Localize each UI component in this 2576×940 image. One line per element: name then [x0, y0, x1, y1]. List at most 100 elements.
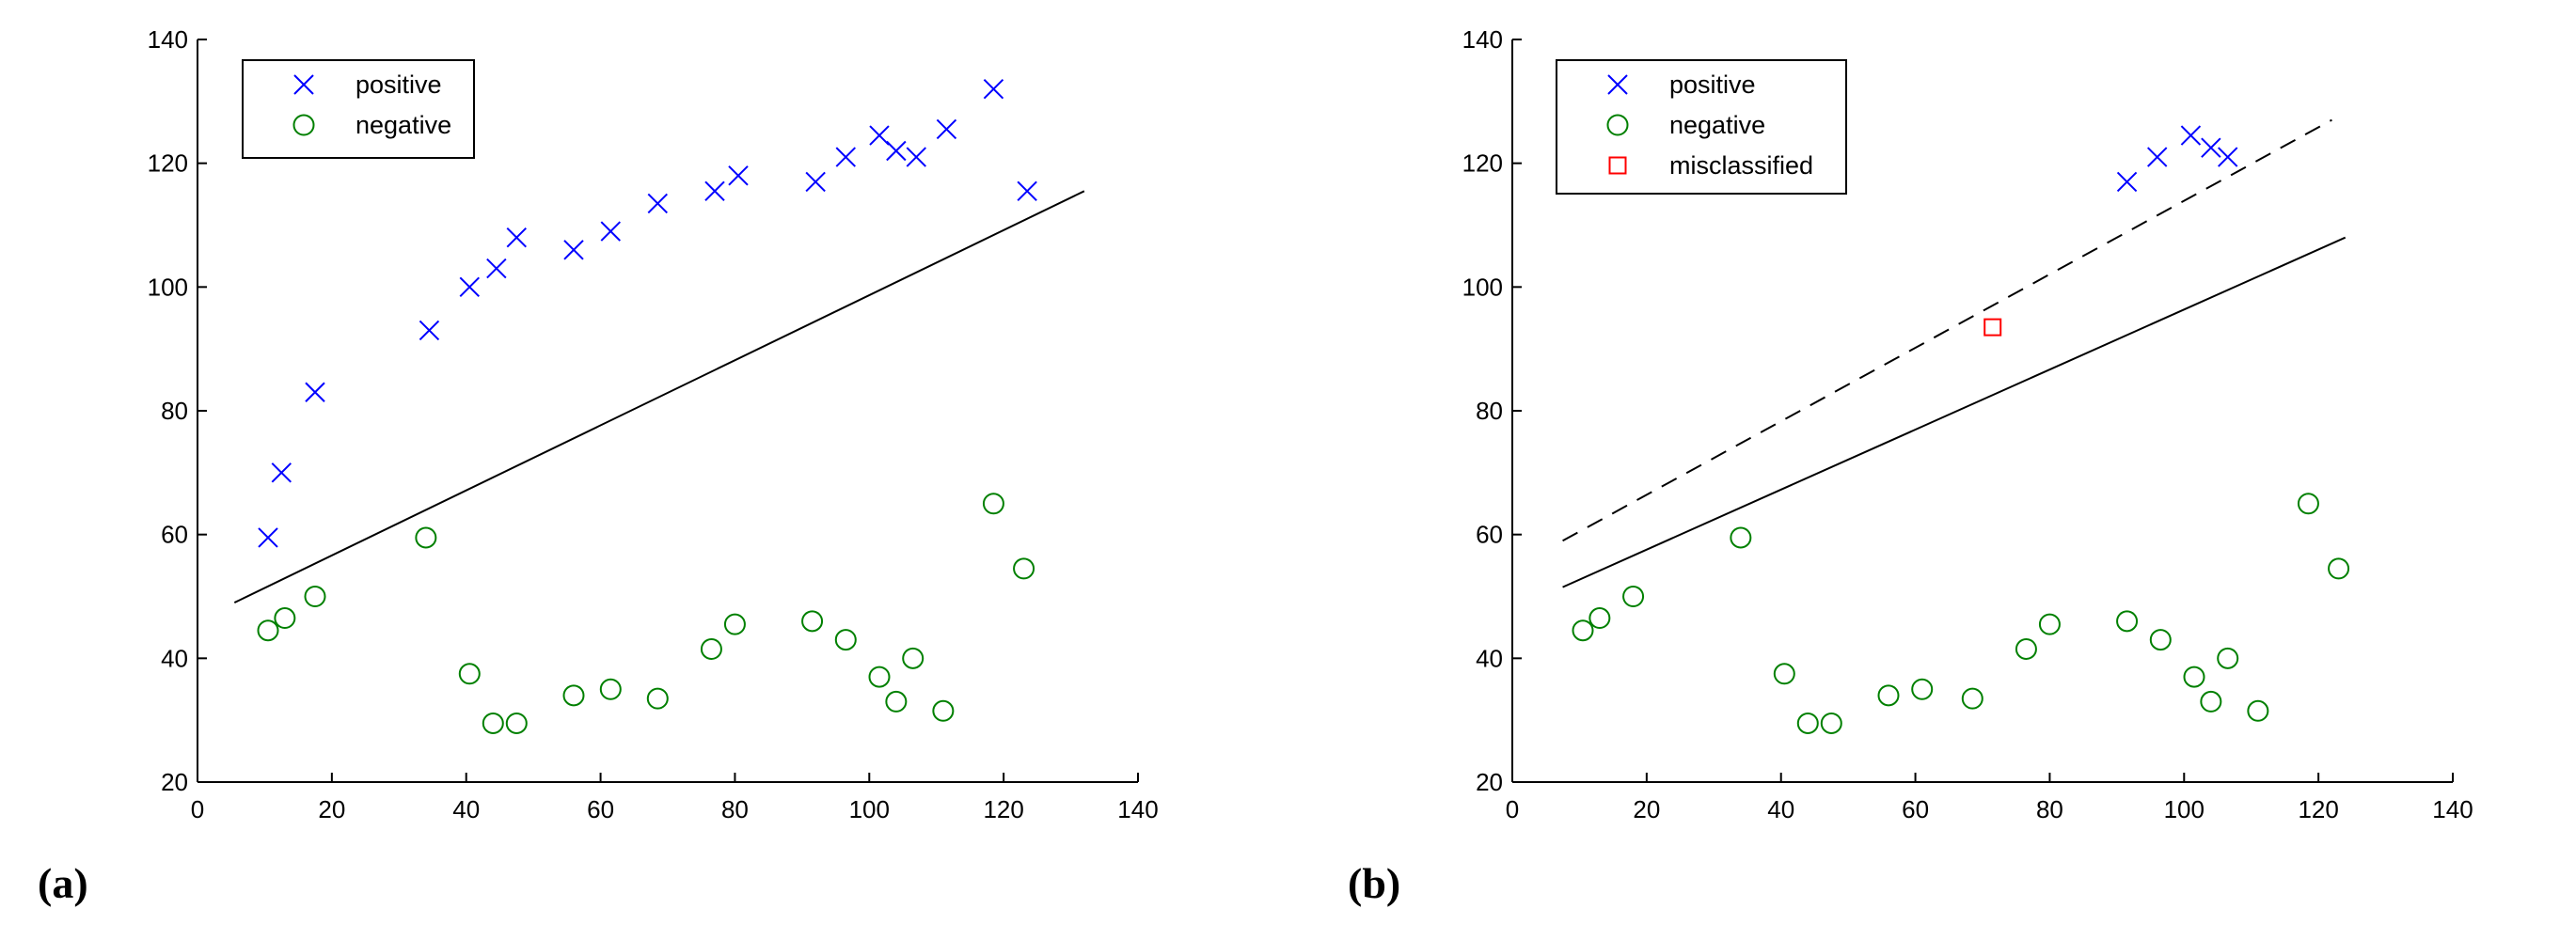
x-tick-label: 60 [587, 795, 614, 823]
legend-box [1556, 59, 1847, 195]
negative-point [2038, 613, 2061, 635]
legend-marker-negative [292, 114, 315, 136]
positive-point [983, 78, 1004, 100]
x-tick-label: 120 [2298, 795, 2338, 823]
x-tick-label: 140 [2432, 795, 2473, 823]
negative-point [257, 619, 279, 642]
negative-point [562, 684, 585, 707]
y-tick-label: 140 [148, 25, 188, 54]
negative-point [885, 690, 908, 713]
y-tick-label: 120 [148, 149, 188, 178]
positive-point [600, 221, 621, 242]
negative-point [700, 637, 722, 660]
positive-point [704, 180, 725, 201]
series-positive [2116, 125, 2238, 193]
series-negative [1572, 493, 2350, 734]
y-tick-label: 60 [1476, 521, 1503, 549]
negative-point [1622, 586, 1645, 607]
negative-point [801, 610, 824, 633]
positive-point [2180, 125, 2202, 146]
legend-marker-positive [293, 74, 314, 95]
x-tick-label: 20 [318, 795, 345, 823]
negative-point [2183, 666, 2205, 688]
x-tick-label: 140 [1117, 795, 1158, 823]
negative-point [2217, 647, 2239, 669]
positive-point [886, 140, 907, 162]
x-tick-label: 100 [2164, 795, 2205, 823]
positive-point [728, 165, 749, 186]
legend-label-negative: negative [356, 111, 451, 139]
panel-label: (a) [38, 859, 88, 907]
y-tick-label: 20 [161, 768, 188, 796]
y-tick-label: 100 [1462, 273, 1503, 301]
negative-point [2116, 610, 2139, 633]
negative-point [1773, 663, 1795, 685]
negative-point [982, 493, 1004, 515]
x-tick-label: 40 [452, 795, 480, 823]
positive-point [835, 147, 856, 167]
negative-point [2200, 690, 2222, 713]
negative-point [1588, 607, 1611, 630]
y-tick-label: 40 [161, 644, 188, 672]
negative-point [274, 607, 296, 630]
panel-a: 0 20 40 60 80 100 120 14020406080100120140posit… [38, 25, 1159, 907]
negative-point [1796, 712, 1819, 734]
negative-point [2015, 637, 2037, 660]
negative-point [1572, 619, 1594, 642]
legend-marker-negative [1606, 114, 1629, 136]
negative-point [932, 699, 955, 722]
y-tick-label: 100 [148, 273, 188, 301]
positive-point [647, 193, 668, 214]
legend-marker-misclassified [1608, 156, 1627, 175]
y-tick-label: 120 [1462, 149, 1503, 178]
positive-point [2147, 147, 2168, 167]
legend-marker-positive [1607, 74, 1628, 95]
negative-point [723, 613, 746, 635]
positive-point [419, 320, 440, 341]
positive-point [271, 462, 292, 483]
negative-point [2149, 629, 2172, 651]
x-tick-label: 120 [983, 795, 1023, 823]
positive-point [869, 125, 890, 146]
solid-boundary-line [1562, 236, 2347, 588]
legend-label-negative: negative [1669, 111, 1765, 139]
legend-label-positive: positive [356, 70, 442, 99]
positive-point [305, 382, 325, 402]
positive-point [258, 527, 278, 548]
negative-point [1013, 557, 1035, 580]
y-tick-label: 40 [1476, 644, 1503, 672]
positive-point [506, 227, 527, 248]
negative-point [2328, 557, 2350, 580]
negative-point [482, 712, 504, 734]
negative-point [1820, 712, 1842, 734]
y-tick-label: 60 [161, 521, 188, 549]
negative-point [2297, 493, 2319, 515]
negative-point [834, 629, 857, 651]
negative-point [2247, 699, 2269, 722]
negative-point [1730, 526, 1752, 549]
positive-point [2116, 171, 2138, 193]
negative-point [868, 666, 891, 688]
x-tick-label: 20 [1633, 795, 1660, 823]
x-tick-label: 60 [1902, 795, 1929, 823]
negative-point [599, 678, 622, 700]
negative-point [1911, 678, 1934, 700]
x-tick-label: 0 [191, 795, 204, 823]
negative-point [415, 526, 437, 549]
legend: positive negative [242, 59, 475, 159]
panel-label: (b) [1348, 859, 1400, 907]
solid-boundary-line [233, 190, 1085, 603]
positive-point [1017, 180, 1037, 201]
y-tick-label: 140 [1462, 25, 1503, 54]
y-tick-label: 80 [161, 397, 188, 425]
legend-label-misclassified: misclassified [1669, 151, 1813, 180]
x-tick-label: 40 [1767, 795, 1794, 823]
negative-point [902, 647, 925, 669]
legend-box [242, 59, 475, 159]
positive-point [805, 171, 826, 193]
x-tick-label: 0 [1506, 795, 1519, 823]
positive-point [486, 258, 507, 279]
y-tick-label: 80 [1476, 397, 1503, 425]
negative-point [646, 687, 669, 710]
